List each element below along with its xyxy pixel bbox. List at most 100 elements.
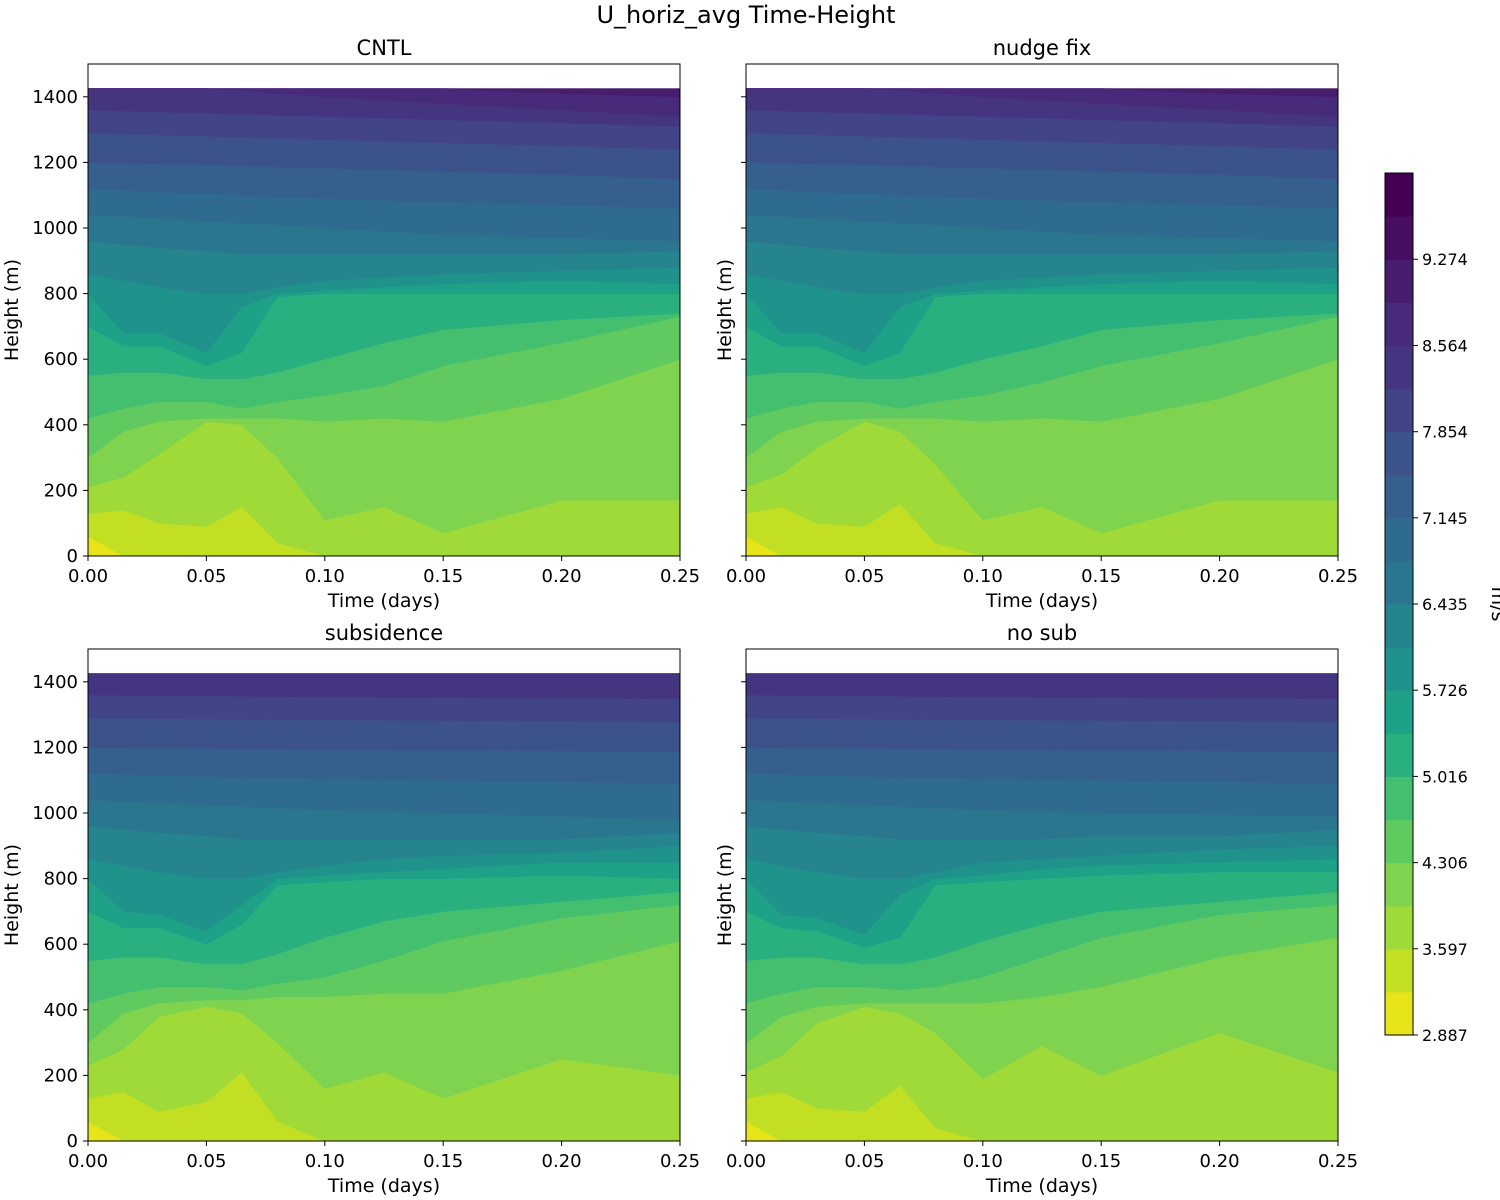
contour-fills (746, 88, 1338, 556)
x-tick-label: 0.20 (1200, 1151, 1240, 1172)
axes-frame (745, 63, 1339, 557)
y-tick-label: 1000 (32, 218, 78, 239)
contour-band-17 (746, 88, 1338, 98)
x-tick-label: 0.00 (68, 566, 108, 587)
y-axis-label: Height (m) (714, 844, 736, 946)
colorbar-segment (1385, 173, 1413, 217)
y-tick-label: 400 (44, 415, 78, 436)
colorbar-segment (1385, 690, 1413, 734)
panels: CNTL 0.00 0.05 0.10 0.15 0.20 0.25 Time (days) 0… (1, 36, 1358, 1197)
y-tick-label: 600 (44, 349, 78, 370)
colorbar-segment (1385, 259, 1413, 303)
panel-no-sub: no sub 0.00 0.05 0.10 0.15 0.20 0.25 Time (days… (714, 621, 1358, 1197)
x-tick-label: 0.10 (305, 566, 345, 587)
panel-subsidence: subsidence 0.00 0.05 0.10 0.15 0.20 0.25 Time (… (1, 621, 700, 1197)
colorbar-tick-label: 5.726 (1422, 681, 1468, 700)
colorbar-tick-label: 6.435 (1422, 595, 1468, 614)
panel-title: subsidence (325, 621, 443, 645)
colorbar-segment (1385, 991, 1413, 1036)
x-tick-label: 0.25 (660, 566, 700, 587)
colorbar-tick-label: 5.016 (1422, 767, 1468, 786)
x-tick-label: 0.15 (423, 1151, 463, 1172)
y-tick-label: 1000 (32, 803, 78, 824)
contour-fills (746, 673, 1338, 1141)
x-tick-label: 0.05 (844, 1151, 884, 1172)
colorbar-segment (1385, 474, 1413, 519)
colorbar-tick-label: 8.564 (1422, 336, 1468, 355)
y-tick-label: 1200 (32, 737, 78, 758)
x-tick-label: 0.10 (305, 1151, 345, 1172)
y-tick-label: 400 (44, 1000, 78, 1021)
colorbar-segment (1385, 776, 1413, 821)
y-axis-label: Height (m) (1, 844, 23, 946)
y-tick-label: 200 (44, 480, 78, 501)
colorbar-segment (1385, 560, 1413, 605)
y-tick-label: 0 (67, 1131, 78, 1152)
colorbar-fills (1385, 173, 1413, 1036)
colorbar-tick-label: 2.887 (1422, 1026, 1468, 1045)
colorbar-segment (1385, 733, 1413, 778)
x-tick-label: 0.05 (186, 566, 226, 587)
colorbar-ticks: 2.887 3.597 4.306 5.016 5.726 6.435 7.145 7.854… (1413, 250, 1468, 1045)
colorbar-segment (1385, 604, 1413, 648)
x-tick-label: 0.15 (1081, 1151, 1121, 1172)
colorbar-segment (1385, 431, 1413, 476)
x-tick-label: 0.10 (963, 1151, 1003, 1172)
y-tick-label: 800 (44, 284, 78, 305)
x-tick-label: 0.20 (542, 566, 582, 587)
panel-title: CNTL (357, 36, 412, 60)
x-axis-label: Time (days) (985, 1175, 1098, 1197)
colorbar-segment (1385, 647, 1413, 691)
panel-title: no sub (1007, 621, 1077, 645)
contour-band-15 (746, 673, 1338, 700)
x-tick-label: 0.20 (542, 1151, 582, 1172)
x-tick-label: 0.25 (1318, 566, 1358, 587)
colorbar-tick-label: 4.306 (1422, 854, 1468, 873)
y-tick-label: 0 (67, 546, 78, 567)
x-tick-label: 0.00 (726, 1151, 766, 1172)
contour-band-13 (88, 717, 680, 752)
x-tick-label: 0.00 (726, 566, 766, 587)
colorbar-segment (1385, 216, 1413, 260)
contour-band-13 (746, 717, 1338, 752)
colorbar-tick-label: 7.854 (1422, 423, 1468, 442)
panel-nudge-fix: nudge fix 0.00 0.05 0.10 0.15 0.20 0.25 Time (d… (714, 36, 1358, 612)
y-tick-label: 600 (44, 934, 78, 955)
colorbar-segment (1385, 345, 1413, 390)
panel-cntl: CNTL 0.00 0.05 0.10 0.15 0.20 0.25 Time (days) 0… (1, 36, 700, 612)
x-axis-label: Time (days) (327, 1175, 440, 1197)
x-tick-label: 0.05 (186, 1151, 226, 1172)
axes-frame (87, 63, 681, 557)
x-tick-label: 0.25 (660, 1151, 700, 1172)
axes-frame (87, 648, 681, 1142)
colorbar-tick-label: 9.274 (1422, 250, 1468, 269)
y-tick-label: 200 (44, 1065, 78, 1086)
y-tick-label: 1200 (32, 152, 78, 173)
axes-frame (745, 648, 1339, 1142)
contour-band-17 (88, 88, 680, 98)
x-tick-label: 0.20 (1200, 566, 1240, 587)
colorbar-segment (1385, 905, 1413, 950)
x-tick-label: 0.05 (844, 566, 884, 587)
contour-band-15 (88, 673, 680, 700)
colorbar-segment (1385, 388, 1413, 433)
y-tick-label: 1400 (32, 672, 78, 693)
x-tick-label: 0.15 (1081, 566, 1121, 587)
x-tick-label: 0.15 (423, 566, 463, 587)
colorbar-segment (1385, 819, 1413, 864)
x-tick-label: 0.00 (68, 1151, 108, 1172)
colorbar-segment (1385, 948, 1413, 993)
colorbar-tick-label: 7.145 (1422, 509, 1468, 528)
y-axis-label: Height (m) (714, 259, 736, 361)
colorbar-segment (1385, 302, 1413, 347)
x-axis-label: Time (days) (985, 590, 1098, 612)
x-axis-label: Time (days) (327, 590, 440, 612)
figure-title: U_horiz_avg Time-Height (596, 1, 895, 29)
contour-band-14 (746, 694, 1338, 723)
x-tick-label: 0.25 (1318, 1151, 1358, 1172)
panel-title: nudge fix (993, 36, 1092, 60)
y-tick-label: 800 (44, 869, 78, 890)
contour-fills (88, 673, 680, 1141)
y-tick-label: 1400 (32, 87, 78, 108)
